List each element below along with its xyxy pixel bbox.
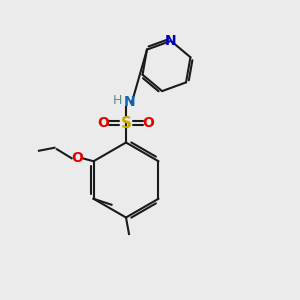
- Text: O: O: [98, 116, 110, 130]
- Text: N: N: [124, 95, 135, 109]
- Text: H: H: [113, 94, 122, 107]
- Text: N: N: [165, 34, 177, 48]
- Text: O: O: [142, 116, 154, 130]
- Text: S: S: [121, 116, 131, 130]
- Text: O: O: [71, 151, 83, 165]
